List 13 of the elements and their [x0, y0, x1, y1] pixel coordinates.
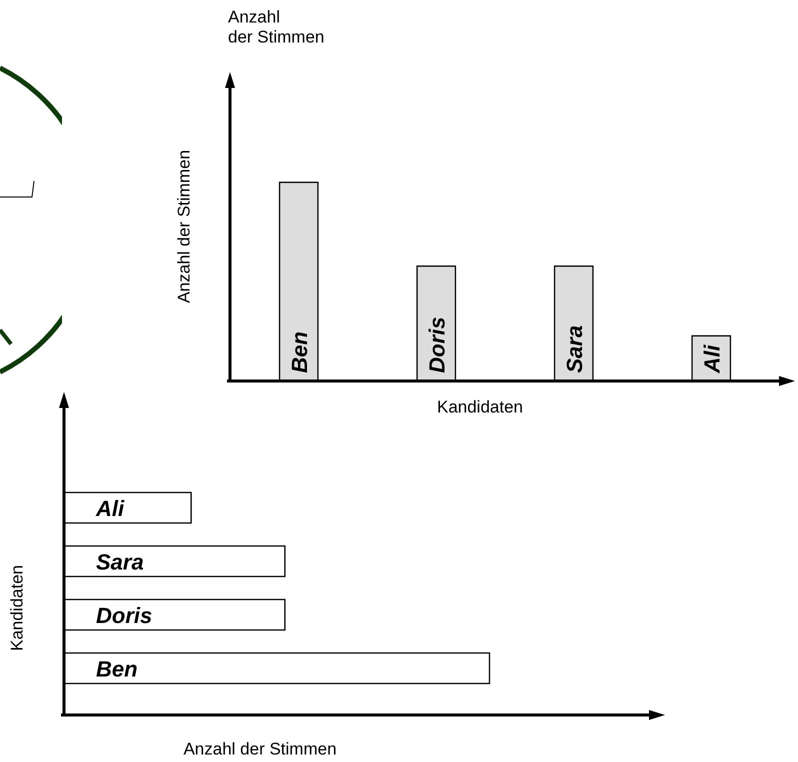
y-axis-title: Anzahl der Stimmen [174, 150, 194, 304]
x-tick-label: Doris [424, 316, 450, 373]
y-tick-label: Ben [96, 656, 138, 682]
y-tick-label: Doris [96, 602, 152, 628]
text: Anzahl der Stimmen [228, 8, 324, 47]
x-axis-title: Kandidaten [436, 398, 524, 417]
x-tick-label: Ali [699, 344, 724, 374]
y-axis-title: Kandidaten [8, 564, 27, 652]
x-axis-title: Anzahl der Stimmen [183, 740, 337, 759]
y-tick-label: Sara [96, 549, 144, 574]
y-tick-label: Ali [95, 496, 125, 521]
x-tick-label: Ben [286, 331, 312, 373]
x-tick-label: Sara [562, 325, 587, 373]
